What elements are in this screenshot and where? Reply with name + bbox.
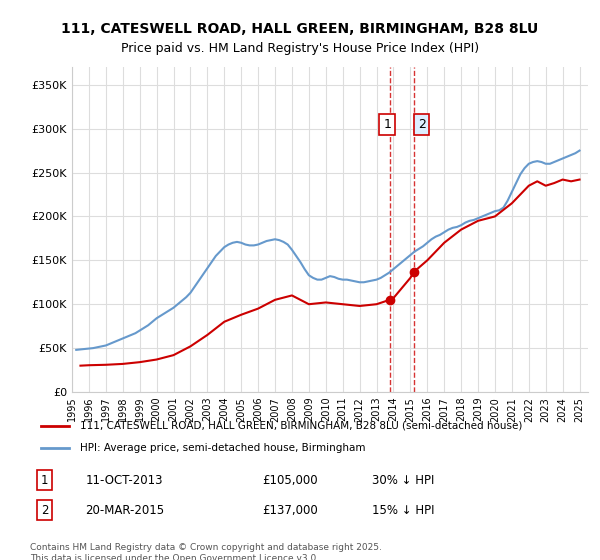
Text: 111, CATESWELL ROAD, HALL GREEN, BIRMINGHAM, B28 8LU: 111, CATESWELL ROAD, HALL GREEN, BIRMING… [61,22,539,36]
Text: 30% ↓ HPI: 30% ↓ HPI [372,474,434,487]
Text: HPI: Average price, semi-detached house, Birmingham: HPI: Average price, semi-detached house,… [80,443,365,453]
Text: £105,000: £105,000 [262,474,317,487]
Text: 1: 1 [41,474,49,487]
Text: £137,000: £137,000 [262,504,317,517]
Text: 15% ↓ HPI: 15% ↓ HPI [372,504,435,517]
Text: 20-MAR-2015: 20-MAR-2015 [85,504,164,517]
Text: Contains HM Land Registry data © Crown copyright and database right 2025.
This d: Contains HM Land Registry data © Crown c… [30,543,382,560]
Text: 1: 1 [383,118,391,130]
Text: 2: 2 [41,504,49,517]
Text: 11-OCT-2013: 11-OCT-2013 [85,474,163,487]
Text: 111, CATESWELL ROAD, HALL GREEN, BIRMINGHAM, B28 8LU (semi-detached house): 111, CATESWELL ROAD, HALL GREEN, BIRMING… [80,421,522,431]
Text: 2: 2 [418,118,425,130]
Text: Price paid vs. HM Land Registry's House Price Index (HPI): Price paid vs. HM Land Registry's House … [121,42,479,55]
